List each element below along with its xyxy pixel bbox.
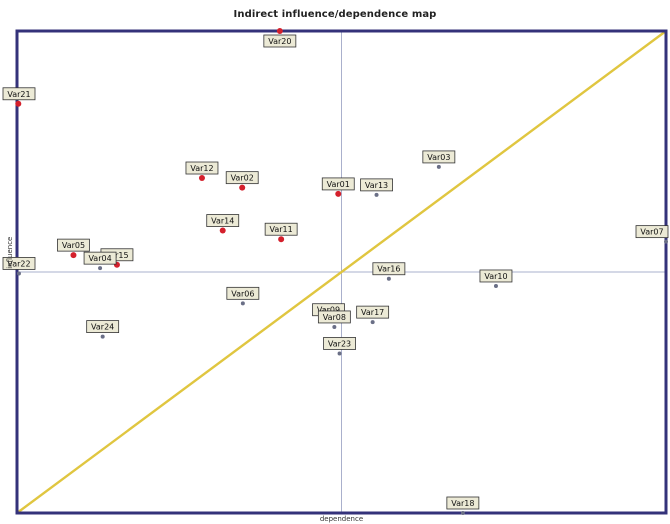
point-label-box xyxy=(86,320,120,333)
point-label-var20: Var20 xyxy=(263,34,297,48)
data-point-var24 xyxy=(100,334,105,339)
point-label-text: Var18 xyxy=(451,499,474,508)
point-label-var05: Var05 xyxy=(57,238,90,252)
chart-title: Indirect influence/dependence map xyxy=(233,9,437,20)
point-label-text: Var08 xyxy=(323,313,346,322)
data-point-var13 xyxy=(374,192,379,197)
point-label-box xyxy=(360,178,393,192)
point-label-box xyxy=(356,305,390,319)
point-label-box xyxy=(446,496,480,510)
point-label-box xyxy=(635,225,669,239)
point-label-var14: Var14 xyxy=(206,214,240,227)
point-label-var01: Var01 xyxy=(321,177,355,191)
point-label-box xyxy=(264,222,298,236)
point-label-text: Var02 xyxy=(231,174,254,183)
point-label-text: Var12 xyxy=(190,164,213,173)
data-point-var07 xyxy=(664,239,668,244)
point-label-box xyxy=(57,238,90,252)
data-point-var11 xyxy=(278,236,285,243)
x-axis-label: dependence xyxy=(320,515,363,523)
point-label-box xyxy=(317,310,351,324)
data-point-var17 xyxy=(370,320,375,325)
point-label-text: Var13 xyxy=(365,181,388,190)
point-label-box xyxy=(321,177,355,191)
data-point-var05 xyxy=(70,252,77,259)
point-label-text: Var03 xyxy=(427,153,450,162)
point-label-box xyxy=(83,251,117,265)
point-label-box xyxy=(323,337,356,350)
point-label-box xyxy=(263,34,297,48)
data-point-var23 xyxy=(337,351,342,356)
point-label-var07: Var07 xyxy=(635,225,669,239)
y-axis-label: influence xyxy=(6,237,14,269)
point-label-var23: Var23 xyxy=(323,337,356,350)
point-label-box xyxy=(206,214,240,227)
diagonal-layer xyxy=(16,30,667,514)
data-point-var14 xyxy=(219,227,226,234)
point-label-var21: Var21 xyxy=(2,87,36,101)
plot-frame-layer xyxy=(15,29,668,515)
point-label-box xyxy=(479,269,513,283)
point-label-var03: Var03 xyxy=(422,150,456,164)
point-label-var08: Var08 xyxy=(317,310,351,324)
point-label-text: Var11 xyxy=(270,225,293,234)
axis-labels-layer: dependence influence xyxy=(6,237,363,523)
point-label-text: Var01 xyxy=(327,180,350,189)
data-point-var04 xyxy=(98,266,103,271)
point-label-text: Var10 xyxy=(484,272,507,281)
point-label-text: Var20 xyxy=(268,37,291,46)
points-layer xyxy=(15,28,668,515)
point-label-box xyxy=(185,161,219,175)
labels-layer: Var20 Var21 Var12 Var02 Var14 Var01 Var11 Var05… xyxy=(2,34,669,510)
data-point-var16 xyxy=(386,276,391,281)
point-label-text: Var17 xyxy=(361,308,384,317)
data-point-var21 xyxy=(15,100,22,107)
point-label-var10: Var10 xyxy=(479,269,513,283)
point-label-var17: Var17 xyxy=(356,305,390,319)
data-point-var03 xyxy=(436,164,441,169)
diagonal-line xyxy=(16,30,667,514)
point-label-text: Var21 xyxy=(7,90,30,99)
point-label-var12: Var12 xyxy=(185,161,219,175)
point-label-box xyxy=(2,87,36,101)
data-point-var18 xyxy=(460,511,465,515)
point-label-text: Var22 xyxy=(7,259,30,268)
data-point-var12 xyxy=(198,175,205,182)
data-point-var01 xyxy=(335,190,342,197)
point-label-box xyxy=(225,171,259,185)
point-label-text: Var09 xyxy=(317,306,340,315)
point-label-text: Var07 xyxy=(640,228,663,237)
point-label-box xyxy=(372,262,406,276)
point-label-text: Var14 xyxy=(211,217,234,226)
point-label-text: Var23 xyxy=(328,339,351,348)
point-label-var11: Var11 xyxy=(264,222,298,236)
point-label-box xyxy=(226,286,260,300)
point-label-text: Var16 xyxy=(377,265,400,274)
data-point-var06 xyxy=(240,301,245,306)
point-label-text: Var24 xyxy=(91,323,114,332)
point-label-var04: Var04 xyxy=(83,251,117,265)
data-point-var22 xyxy=(16,271,21,276)
point-label-text: Var06 xyxy=(231,289,254,298)
point-label-var18: Var18 xyxy=(446,496,480,510)
data-point-var08 xyxy=(332,324,337,329)
point-label-var22: Var22 xyxy=(2,257,36,270)
point-label-text: Var15 xyxy=(105,251,128,260)
data-point-var02 xyxy=(239,184,246,191)
point-label-text: Var05 xyxy=(62,241,85,250)
plot-frame xyxy=(15,29,668,515)
point-label-var02: Var02 xyxy=(225,171,259,185)
point-label-var16: Var16 xyxy=(372,262,406,276)
point-label-var24: Var24 xyxy=(86,320,120,333)
data-point-var10 xyxy=(493,283,498,288)
point-label-var13: Var13 xyxy=(360,178,393,192)
point-label-text: Var04 xyxy=(88,254,111,263)
point-label-var06: Var06 xyxy=(226,286,260,300)
point-label-box xyxy=(2,257,36,270)
data-point-var20 xyxy=(276,28,283,34)
point-label-box xyxy=(422,150,456,164)
